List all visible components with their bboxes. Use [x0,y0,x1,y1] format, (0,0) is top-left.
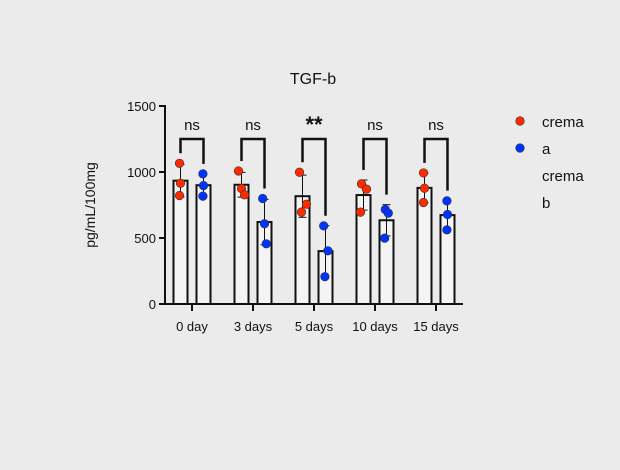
y-tick-label: 1000 [127,165,156,180]
significance-bracket [362,137,388,195]
legend-label: b [542,195,550,212]
x-tick-label: 15 days [413,319,459,334]
legend-label: a [542,141,551,158]
y-tick-label: 0 [149,297,156,312]
legend-label: crema [542,114,584,131]
data-point [261,239,271,249]
data-point [301,199,312,209]
data-point [418,168,429,178]
y-tick-label: 1500 [127,99,156,114]
data-point [233,166,244,176]
legend-marker [515,116,525,126]
data-point [174,158,185,168]
legend: crema a crema b [515,114,584,212]
significance-label: ** [305,112,323,137]
significance-bracket [179,137,205,164]
legend-marker [515,143,525,153]
data-point [383,208,393,218]
data-point [355,207,366,217]
data-point [175,178,186,188]
data-point [294,167,305,177]
data-point [323,246,333,256]
legend-label: crema [542,168,584,185]
x-tick-label: 5 days [295,319,334,334]
significance-bracket [423,137,449,191]
data-point [258,193,268,204]
data-point [198,169,208,179]
significance-label: ns [184,117,200,134]
data-point [418,197,429,208]
data-point [174,190,185,201]
data-point [442,209,453,220]
significance-label: ns [428,117,444,134]
data-point [198,180,209,191]
data-point [259,219,270,229]
x-tick-label: 10 days [352,319,398,334]
significance-label: ns [245,117,261,134]
data-point [419,183,430,193]
significance-bracket [301,137,327,216]
chart-title: TGF-b [290,71,336,88]
data-point [361,184,372,194]
data-point [320,272,330,282]
y-axis-label: pg/mL/100mg [82,162,98,248]
bar [233,183,250,305]
significance-label: ns [367,117,383,134]
x-tick-label: 3 days [234,319,273,334]
data-point [198,191,208,201]
data-point [239,190,250,200]
data-point [442,196,452,206]
bar [195,184,212,305]
x-tick-label: 0 day [176,319,208,334]
data-point [296,207,307,217]
data-point [442,225,452,235]
data-point [380,233,390,243]
y-tick-label: 500 [134,231,156,246]
data-point [319,221,329,231]
significance-bracket [240,137,266,189]
